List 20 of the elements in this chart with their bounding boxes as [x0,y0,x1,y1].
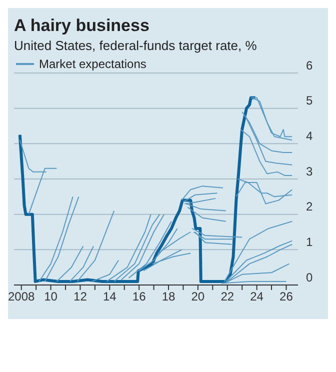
x-tick-label: 14 [102,290,117,304]
y-tick-label: 3 [306,164,313,178]
y-tick-label: 5 [306,94,313,108]
x-tick-label: 26 [280,290,294,304]
chart-title: A hairy business [13,16,150,36]
x-tick-label: 24 [250,290,264,304]
y-tick-label: 6 [306,58,313,72]
x-tick-label: 2008 [8,290,36,304]
x-tick-label: 12 [74,290,88,304]
x-tick-label: 16 [132,290,146,304]
x-tick-label: 20 [191,290,205,304]
x-tick-label: 22 [220,290,234,304]
legend-label: Market expectations [39,57,146,71]
y-tick-label: 1 [306,234,313,249]
y-tick-label: 0 [306,270,313,284]
x-tick-label: 18 [162,290,176,304]
y-tick-label: 4 [306,128,313,143]
y-tick-label: 2 [306,200,313,214]
chart-subtitle: United States, federal-funds target rate, % [13,38,258,53]
x-tick-label: 10 [44,290,58,304]
